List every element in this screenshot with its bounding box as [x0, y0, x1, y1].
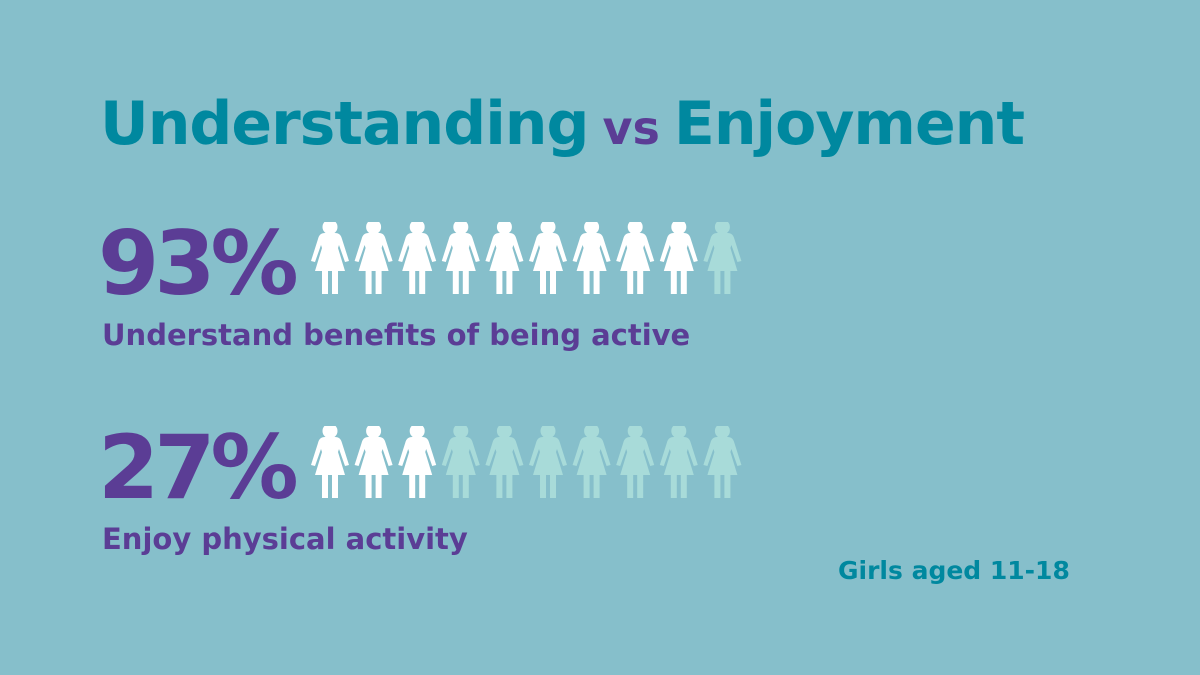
person-icon-filled: [441, 222, 480, 294]
person-icon-filled: [398, 222, 437, 294]
person-icon-filled: [659, 222, 698, 294]
person-icon-filled: [354, 426, 393, 498]
person-icon-filled: [398, 426, 437, 498]
chart-title: Understanding vs Enjoyment: [100, 82, 1025, 170]
person-icon-filled: [572, 222, 611, 294]
person-icon-empty: [703, 426, 742, 498]
stat-percentage: 27%: [98, 416, 299, 519]
person-icon-filled: [529, 222, 567, 294]
title-word-understanding: Understanding: [100, 89, 589, 159]
person-icon-empty: [572, 426, 611, 498]
pictograph-row-enjoyment: [311, 426, 742, 498]
person-icon-filled: [311, 426, 349, 498]
title-word-enjoyment: Enjoyment: [673, 89, 1025, 159]
title-word-vs: vs: [602, 101, 660, 155]
pictograph-row-understanding: [311, 222, 742, 294]
person-icon-empty: [529, 426, 567, 498]
person-icon-empty: [441, 426, 480, 498]
person-icon-filled: [311, 222, 349, 294]
person-icon-filled: [485, 222, 524, 294]
person-icon-empty: [616, 426, 655, 498]
stat-label: Understand benefits of being active: [102, 318, 691, 352]
person-icon-filled: [616, 222, 655, 294]
stat-understanding: 93% Understand benefits of being active: [98, 214, 878, 354]
stat-label: Enjoy physical activity: [102, 522, 468, 556]
stat-percentage: 93%: [98, 212, 299, 315]
person-icon-filled: [354, 222, 393, 294]
footnote-population: Girls aged 11-18: [838, 556, 1070, 585]
person-icon-empty: [485, 426, 524, 498]
stat-enjoyment: 27% Enjoy physical activity: [98, 418, 878, 558]
person-icon-empty: [703, 222, 742, 294]
person-icon-empty: [659, 426, 698, 498]
